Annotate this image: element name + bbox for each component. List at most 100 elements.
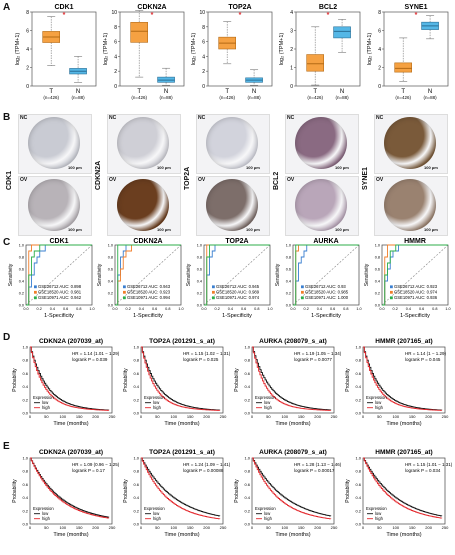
km-section-d: CDKN2A (207039_at) 0.0 0.2 0.4 0.6 0.8 1.0 0 50 1… (0, 331, 455, 438)
km-y-tick: 0.4 (133, 384, 139, 389)
km-x-tick: 250 (109, 525, 116, 530)
roc-legend-swatch (212, 296, 215, 300)
km-legend-text: high (375, 405, 384, 410)
ihc-section: CDK1 NC 100 μm OV 100 μm CDKN2A NC 100 μm OV 100 … (0, 110, 455, 236)
roc-y-label: Sensitivity (186, 263, 192, 286)
ihc-group-label: OV (287, 177, 295, 183)
y-tick-label: 4 (202, 54, 205, 60)
significance-star: * (327, 12, 330, 19)
roc-x-tick: 0.2 (304, 307, 309, 311)
km-y-tick: 0.4 (244, 495, 250, 500)
km-x-tick: 200 (425, 414, 432, 419)
roc-y-tick: 0.0 (108, 304, 113, 308)
km-curve-high (30, 346, 110, 411)
y-tick-label: 4 (114, 54, 117, 60)
km-curve-low (30, 346, 110, 411)
km-title: AURKA (208079_s_at) (259, 338, 327, 345)
km-x-tick: 200 (92, 414, 99, 419)
roc-legend-swatch (301, 296, 304, 300)
roc-legend-text: GSE10971 AUC: 0.974 (216, 295, 260, 300)
km-logrank-p: logrank P = 0.00088 (183, 468, 224, 473)
roc-x-tick: 0.4 (317, 307, 322, 311)
roc-y-tick: 1.0 (286, 244, 291, 248)
ihc-group-label: NC (20, 115, 28, 121)
roc-y-tick: 0.6 (286, 268, 291, 272)
km-x-tick: 200 (203, 414, 210, 419)
roc-x-tick: 0.6 (241, 307, 246, 311)
boxplot-2: TOP2A 0 2 4 6 8 10 log₂ (TPM+1) T(n=426) N(n=88) * (191, 4, 273, 100)
roc-title: AURKA (313, 238, 338, 245)
roc-legend-swatch (301, 290, 304, 294)
km-hr: HR = 1.14 (1.01 − 1.29) (72, 351, 120, 356)
roc-legend-swatch (123, 296, 126, 300)
roc-y-label: Sensitivity (8, 263, 14, 286)
km-legend-title: Expression (144, 506, 165, 511)
km-svgE-0: CDKN2A (207039_at) 0.0 0.2 0.4 0.6 0.8 1.0 0 50 1… (12, 449, 120, 538)
km-frame (140, 457, 224, 525)
panel-letter-a: A (3, 2, 11, 13)
km-y-tick: 0.4 (22, 384, 28, 389)
km-charts-e: CDKN2A (207039_at) 0.0 0.2 0.4 0.6 0.8 1.0 0 50 1… (12, 449, 453, 538)
km-y-tick: 1.0 (244, 345, 250, 350)
roc-y-tick: 1.0 (375, 244, 380, 248)
y-tick-label: 8 (378, 10, 381, 16)
y-tick-label: 0 (26, 84, 29, 90)
boxplot-title: BCL2 (319, 4, 337, 11)
roc-legend-swatch (34, 296, 37, 300)
boxplot-frame (207, 11, 273, 87)
km-frame (140, 346, 224, 414)
y-axis-label: log₂ (TPM+1) (279, 33, 285, 66)
km-y-tick: 0.6 (133, 371, 139, 376)
roc-y-tick: 0.2 (197, 292, 202, 296)
km-y-tick: 1.0 (133, 345, 139, 350)
tissue-core (295, 117, 347, 169)
roc-legend-text: GSE10971 AUC: 0.936 (394, 295, 438, 300)
km-y-tick: 0.2 (244, 508, 250, 513)
roc-y-tick: 0.4 (286, 280, 291, 284)
group-count: (n=88) (248, 95, 262, 100)
km-x-label: Time (months) (275, 532, 310, 538)
km-y-tick: 0.6 (133, 482, 139, 487)
km-legend-text: low (42, 400, 49, 405)
roc-x-tick: 0.0 (379, 307, 384, 311)
group-label: T (313, 89, 317, 95)
roc-x-tick: 1.0 (178, 307, 183, 311)
tissue-core (206, 117, 258, 169)
km-y-tick: 0.2 (22, 397, 28, 402)
km-hr: HR = 1.15 (1.01 − 1.31) (405, 462, 453, 467)
km-legend-text: high (264, 405, 273, 410)
km-y-tick: 0.6 (355, 482, 361, 487)
km-legend-title: Expression (255, 395, 276, 400)
y-tick-label: 8 (114, 25, 117, 31)
km-y-tick: 0.2 (355, 397, 361, 402)
group-count: (n=426) (219, 95, 235, 100)
roc-legend-text: GSE26712 AUC: 0.898 (38, 284, 82, 289)
tissue-core (206, 179, 258, 231)
group-label: N (76, 89, 80, 95)
y-axis-label: log₂ (TPM+1) (367, 33, 373, 66)
km-legend-title: Expression (366, 506, 387, 511)
km-x-tick: 100 (170, 414, 177, 419)
roc-x-tick: 0.8 (343, 307, 348, 311)
km-title: HMMR (207165_at) (375, 338, 432, 345)
y-tick-label: 2 (202, 69, 205, 75)
km-hr: HR = 1.24 (1.09 − 1.41) (183, 462, 231, 467)
roc-title: CDKN2A (133, 238, 162, 245)
km-x-tick: 150 (298, 525, 305, 530)
km-title: TOP2A (201291_s_at) (149, 449, 215, 456)
km-x-tick: 200 (425, 525, 432, 530)
roc-title: TOP2A (225, 238, 248, 245)
roc-curve-2 (382, 244, 448, 306)
y-axis-label: log₂ (TPM+1) (15, 33, 21, 66)
km-x-tick: 250 (442, 525, 449, 530)
y-tick-label: 10 (199, 10, 205, 16)
roc-legend-text: GSE10971 AUC: 1.000 (305, 295, 349, 300)
km-x-tick: 100 (392, 414, 399, 419)
tissue-core (384, 179, 436, 231)
roc-x-tick: 0.0 (23, 307, 28, 311)
km-x-tick: 200 (92, 525, 99, 530)
box-T (130, 22, 148, 43)
ihc-group-label: OV (198, 177, 206, 183)
roc-4: HMMR 0.00.0 0.2 0.2 0.4 0.4 0.6 0.6 0.8 0.8 1.0 1.0… (364, 238, 451, 319)
roc-x-tick: 0.6 (419, 307, 424, 311)
